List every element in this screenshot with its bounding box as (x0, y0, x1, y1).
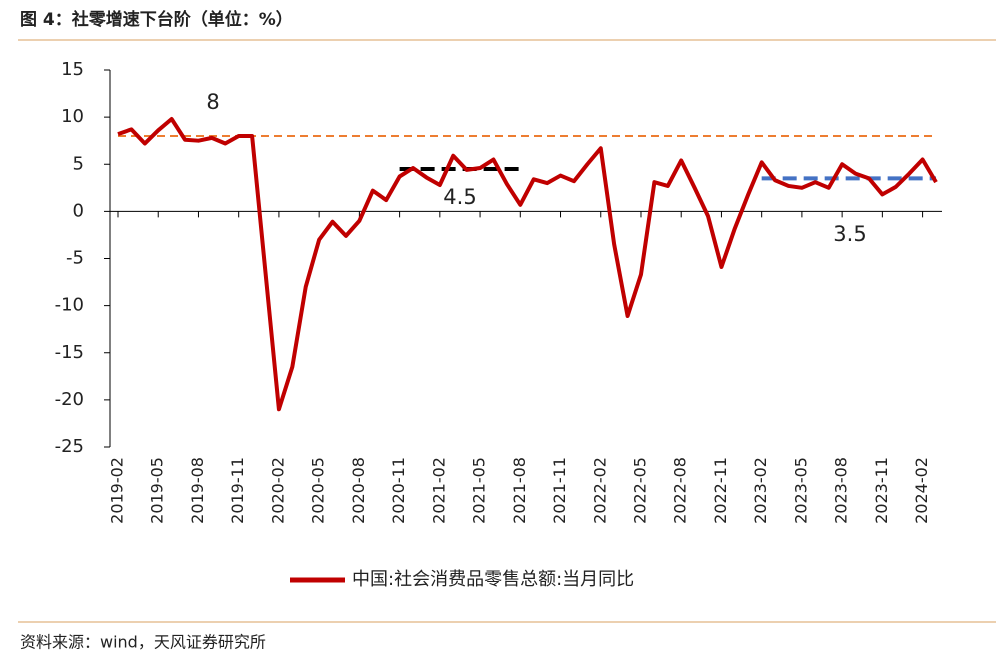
source-note: 资料来源：wind，天风证券研究所 (20, 633, 266, 652)
y-tick-label: -20 (55, 389, 84, 410)
x-tick-label: 2021-08 (510, 457, 529, 524)
data-line (117, 117, 938, 412)
y-tick-label: 0 (73, 200, 84, 221)
x-tick-label: 2023-08 (832, 457, 851, 524)
x-tick-label: 2022-11 (711, 457, 730, 524)
reference-label: 3.5 (833, 222, 866, 246)
y-tick-label: 15 (61, 59, 84, 80)
x-tick-label: 2023-02 (751, 457, 770, 524)
y-tick-label: -10 (55, 295, 84, 316)
y-tick-label: 10 (61, 106, 84, 127)
reference-label: 4.5 (443, 185, 476, 209)
x-tick-label: 2022-08 (671, 457, 690, 524)
reference-label: 8 (206, 90, 219, 114)
legend-label: 中国:社会消费品零售总额:当月同比 (352, 569, 634, 590)
y-tick-label: -15 (55, 342, 84, 363)
x-tick-label: 2019-08 (188, 457, 207, 524)
x-tick-label: 2020-02 (268, 457, 287, 524)
chart-title: 图 4：社零增速下台阶（单位：%） (20, 9, 293, 30)
x-tick-label: 2024-02 (912, 457, 931, 524)
x-tick-label: 2021-11 (550, 457, 569, 524)
x-tick-label: 2019-05 (148, 457, 167, 524)
y-tick-label: -5 (66, 248, 84, 269)
x-tick-label: 2022-02 (590, 457, 609, 524)
y-tick-label: 5 (73, 153, 84, 174)
x-tick-label: 2022-05 (630, 457, 649, 524)
x-tick-label: 2021-02 (429, 457, 448, 524)
x-tick-label: 2021-05 (470, 457, 489, 524)
y-tick-label: -25 (55, 436, 84, 457)
x-tick-label: 2019-11 (228, 457, 247, 524)
x-tick-label: 2020-05 (309, 457, 328, 524)
x-tick-label: 2019-02 (108, 457, 127, 524)
x-tick-label: 2020-11 (389, 457, 408, 524)
x-tick-label: 2023-05 (791, 457, 810, 524)
x-tick-label: 2023-11 (872, 457, 891, 524)
x-tick-label: 2020-08 (349, 457, 368, 524)
